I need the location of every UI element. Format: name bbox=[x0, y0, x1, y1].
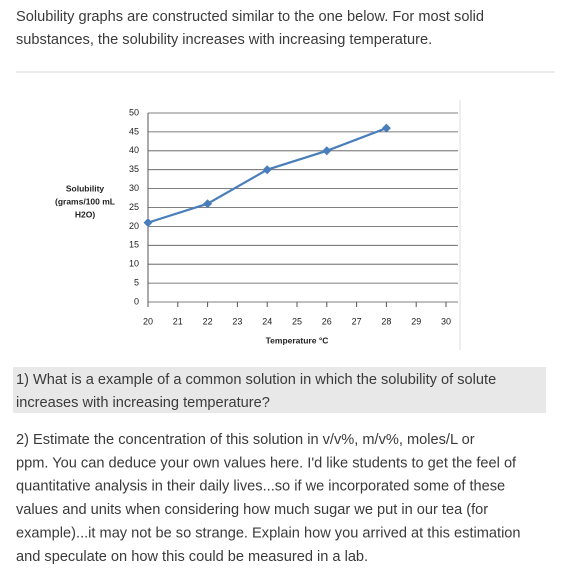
y-tick-label: 15 bbox=[129, 240, 139, 250]
x-tick-label: 24 bbox=[262, 316, 272, 326]
paragraph-line: substances, the solubility increases wit… bbox=[16, 32, 432, 48]
paragraph-line: 1) What is a example of a common solutio… bbox=[16, 372, 496, 388]
x-axis-label: Temperature °C bbox=[266, 335, 329, 345]
y-tick-label: 40 bbox=[129, 145, 139, 155]
paragraph-line: quantitative analysis in their daily liv… bbox=[16, 479, 505, 495]
x-tick-label: 29 bbox=[411, 316, 421, 326]
paragraph-line: and speculate on how this could be measu… bbox=[16, 549, 368, 565]
data-line bbox=[147, 127, 387, 224]
x-tick-label: 22 bbox=[203, 316, 213, 326]
y-tick-label: 25 bbox=[129, 202, 139, 212]
x-tick-label: 23 bbox=[232, 316, 242, 326]
y-axis-label: (grams/100 mL bbox=[55, 196, 115, 206]
y-tick-label: 20 bbox=[129, 221, 139, 231]
data-point bbox=[143, 218, 153, 228]
question-highlight bbox=[13, 367, 546, 413]
paragraph-line: 2) Estimate the concentration of this so… bbox=[16, 432, 475, 448]
paragraph-line: Solubility graphs are constructed simila… bbox=[16, 9, 484, 25]
data-point bbox=[262, 165, 272, 175]
y-tick-label: 45 bbox=[129, 126, 139, 136]
data-point bbox=[322, 146, 332, 156]
x-tick-label: 25 bbox=[292, 316, 302, 326]
data-point bbox=[381, 123, 391, 133]
paragraph-line: increases with increasing temperature? bbox=[16, 395, 270, 411]
paragraph-line: ppm. You can deduce your own values here… bbox=[16, 455, 517, 471]
y-tick-label: 10 bbox=[129, 259, 139, 269]
x-tick-label: 20 bbox=[143, 316, 153, 326]
y-tick-label: 5 bbox=[134, 277, 139, 287]
paragraph-line: example)...it may not be so strange. Exp… bbox=[16, 525, 521, 541]
x-tick-label: 30 bbox=[441, 316, 451, 326]
x-tick-label: 26 bbox=[322, 316, 332, 326]
x-tick-label: 21 bbox=[173, 316, 183, 326]
x-tick-label: 28 bbox=[381, 316, 391, 326]
y-axis-label: Solubility bbox=[66, 183, 105, 193]
paragraph-line: values and units when considering how mu… bbox=[16, 502, 488, 518]
data-point bbox=[203, 199, 213, 209]
y-tick-label: 50 bbox=[129, 107, 139, 117]
y-tick-label: 30 bbox=[129, 183, 139, 193]
y-tick-label: 0 bbox=[134, 296, 139, 306]
y-tick-label: 35 bbox=[129, 164, 139, 174]
x-tick-label: 27 bbox=[352, 316, 362, 326]
y-axis-label: H2O) bbox=[75, 209, 95, 219]
